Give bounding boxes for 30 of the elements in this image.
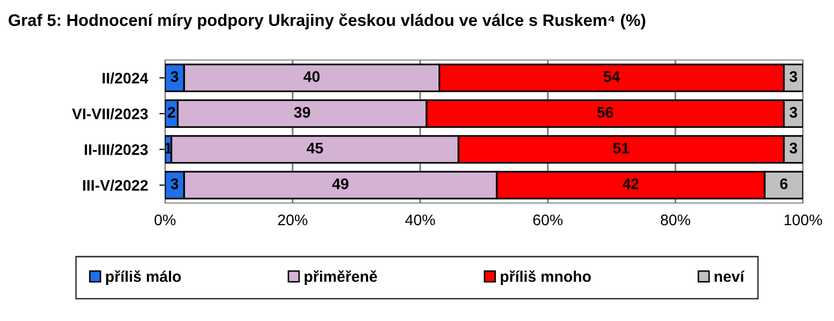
y-tick-label: II/2024 [102, 72, 148, 84]
data-label: 51 [613, 142, 630, 154]
legend-label: přiměřeně [304, 270, 378, 285]
legend-label: příliš málo [106, 270, 181, 285]
x-tick-label: 0% [154, 214, 176, 226]
data-label: 42 [622, 178, 639, 190]
y-tick-label: III-V/2022 [83, 180, 148, 191]
data-label: 3 [170, 178, 178, 190]
x-tick-label: 40% [405, 214, 435, 226]
data-label: 3 [170, 71, 178, 82]
data-label: 3 [790, 106, 798, 118]
data-label: 40 [303, 71, 320, 82]
chart-title: Graf 5: Hodnocení míry podpory Ukrajiny českou vládou ve válce s Ruskem⁴ (%) [8, 13, 646, 30]
y-tick-label: VI-VII/2023 [72, 108, 148, 120]
x-tick-label: 20% [278, 214, 308, 226]
data-label: 3 [790, 142, 798, 154]
x-tick-label: 80% [660, 214, 690, 226]
data-label: 56 [597, 106, 614, 118]
legend-label: neví [714, 270, 745, 282]
data-label: 49 [332, 178, 348, 190]
y-tick-label: II-III/2023 [84, 144, 148, 156]
legend-label: příliš mnoho [500, 270, 591, 285]
data-label: 39 [294, 106, 310, 118]
x-tick-label: 100% [784, 214, 822, 226]
data-label: 6 [780, 178, 788, 190]
data-label: 54 [604, 71, 620, 82]
data-label: 45 [306, 142, 323, 154]
data-label: 3 [790, 71, 798, 82]
data-label: 2 [168, 106, 176, 118]
x-tick-label: 60% [533, 214, 563, 226]
